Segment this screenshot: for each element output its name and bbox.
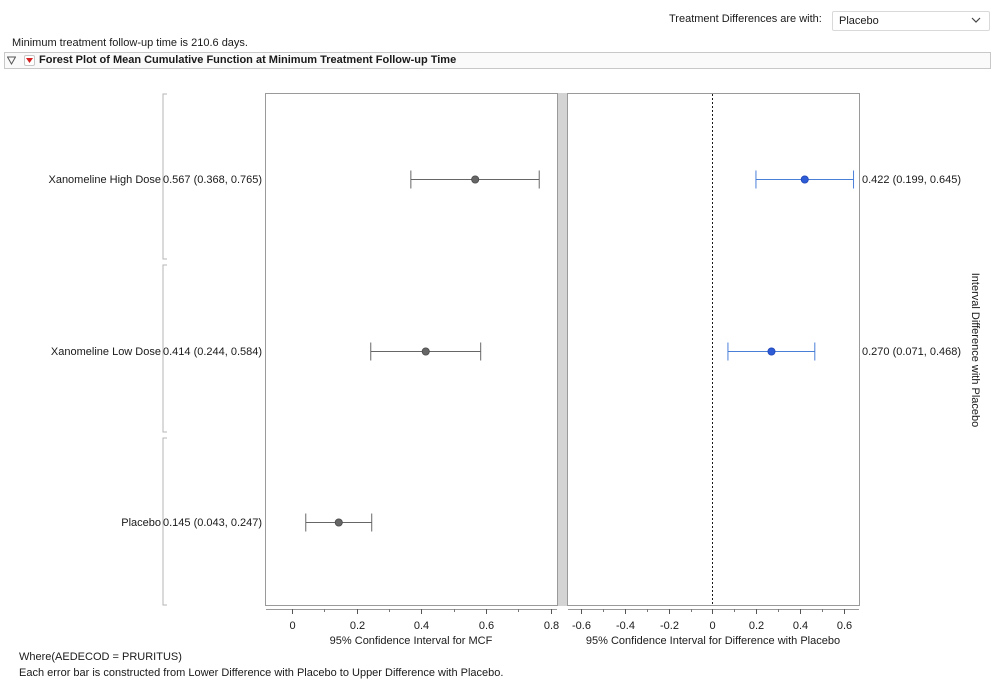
outline-header: Forest Plot of Mean Cumulative Function … — [4, 52, 991, 69]
x-tick-label-0-4: 0.8 — [544, 620, 559, 632]
row-label-low-dose: Xanomeline Low Dose — [51, 346, 161, 358]
where-clause: Where(AEDECOD = PRURITUS) — [19, 651, 182, 663]
x-tick-label-1-1: -0.4 — [616, 620, 635, 632]
estimate-point-0-2[interactable] — [334, 518, 343, 527]
chevron-down-icon — [971, 17, 981, 23]
diff-x-axis-title: 95% Confidence Interval for Difference w… — [586, 635, 840, 647]
x-tick-label-1-0: -0.6 — [572, 620, 591, 632]
x-tick-label-0-3: 0.6 — [479, 620, 494, 632]
diff-ci-label-high-dose: 0.422 (0.199, 0.645) — [862, 174, 961, 186]
estimate-point-0-1[interactable] — [421, 347, 430, 356]
mcf-ci-label-placebo: 0.145 (0.043, 0.247) — [163, 517, 262, 529]
estimate-point-1-0[interactable] — [800, 175, 809, 184]
disclosure-triangle-icon[interactable] — [7, 56, 16, 65]
x-tick-label-1-6: 0.6 — [837, 620, 852, 632]
mcf-ci-label-high-dose: 0.567 (0.368, 0.765) — [163, 174, 262, 186]
follow-up-text: Minimum treatment follow-up time is 210.… — [12, 37, 248, 49]
row-label-high-dose: Xanomeline High Dose — [48, 174, 161, 186]
panel-divider — [558, 93, 567, 606]
x-tick-label-0-0: 0 — [289, 620, 295, 632]
red-triangle-icon — [26, 58, 33, 63]
x-tick-label-1-3: 0 — [709, 620, 715, 632]
treatment-select-value: Placebo — [839, 15, 879, 27]
x-tick-label-1-5: 0.4 — [793, 620, 808, 632]
diff-ci-label-low-dose: 0.270 (0.071, 0.468) — [862, 346, 961, 358]
x-tick-label-0-2: 0.4 — [414, 620, 429, 632]
red-triangle-menu-button[interactable] — [24, 55, 35, 66]
difference-plot-panel — [567, 93, 860, 606]
mcf-ci-label-low-dose: 0.414 (0.244, 0.584) — [163, 346, 262, 358]
mcf-plot-panel — [265, 93, 558, 606]
x-tick-label-1-2: -0.2 — [660, 620, 679, 632]
x-tick-label-0-1: 0.2 — [350, 620, 365, 632]
row-label-placebo: Placebo — [121, 517, 161, 529]
x-tick-label-1-4: 0.2 — [749, 620, 764, 632]
mcf-x-axis-title: 95% Confidence Interval for MCF — [330, 635, 493, 647]
outline-title[interactable]: Forest Plot of Mean Cumulative Function … — [39, 54, 457, 66]
row-bracket — [162, 93, 167, 606]
diff-y-axis-title: Interval Difference with Placebo — [969, 273, 981, 428]
estimate-point-1-1[interactable] — [767, 347, 776, 356]
footnote: Each error bar is constructed from Lower… — [19, 667, 504, 679]
treatment-select[interactable]: Placebo — [832, 11, 990, 31]
estimate-point-0-0[interactable] — [471, 175, 480, 184]
selector-label: Treatment Differences are with: — [669, 13, 822, 25]
